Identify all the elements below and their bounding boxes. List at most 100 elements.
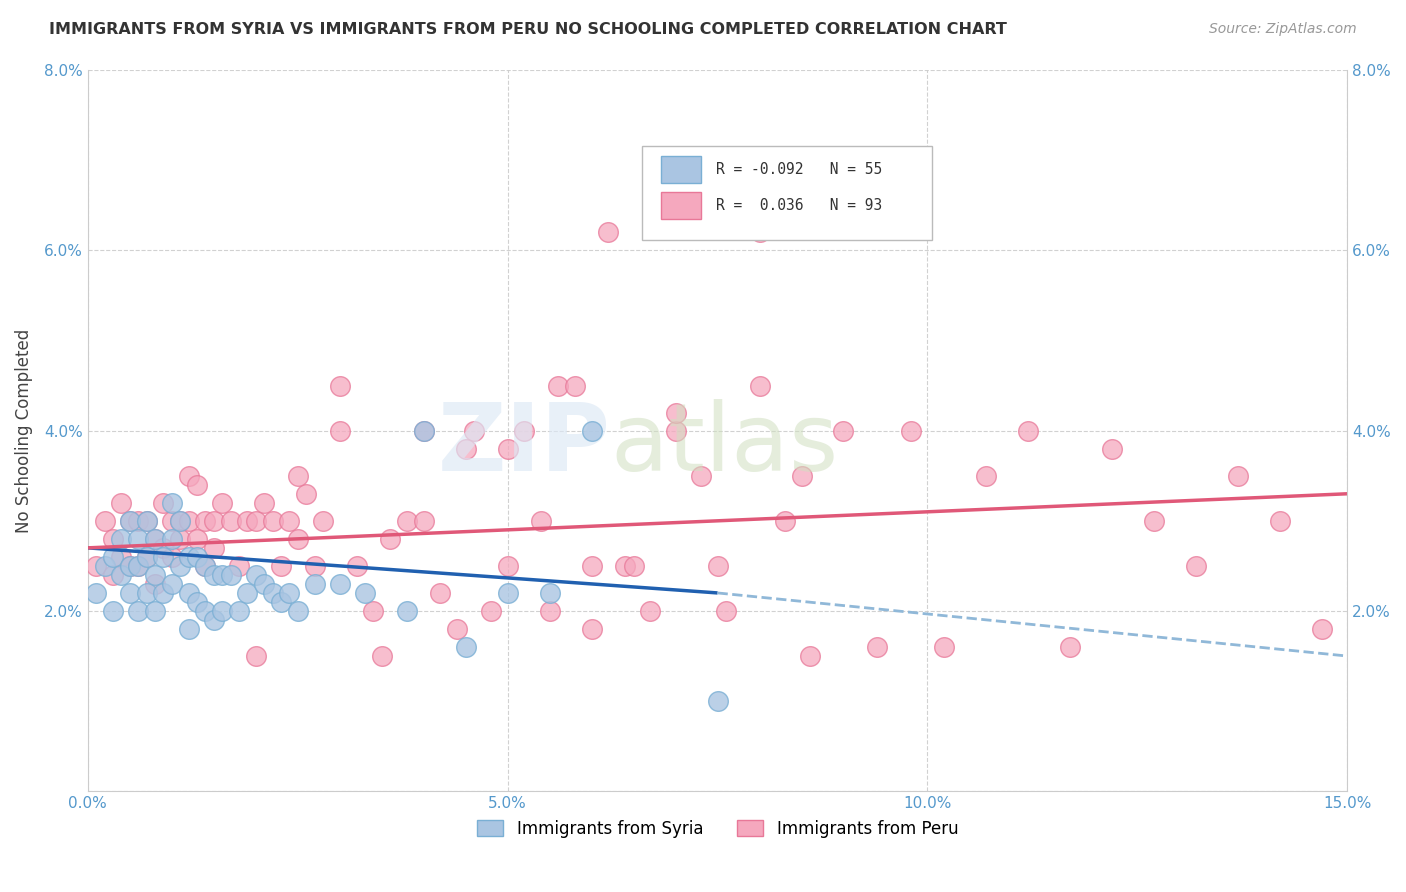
Point: [346, 558, 368, 573]
Point: [110, 532, 132, 546]
Point: [177, 586, 200, 600]
Point: [177, 514, 200, 528]
Text: ZIP: ZIP: [437, 399, 610, 491]
Point: [312, 514, 335, 528]
Point: [304, 558, 326, 573]
Point: [598, 225, 620, 239]
Point: [270, 558, 292, 573]
Point: [395, 514, 418, 528]
Point: [748, 378, 770, 392]
Point: [118, 558, 141, 573]
Point: [454, 640, 477, 654]
Point: [101, 604, 124, 618]
Point: [135, 514, 157, 528]
Point: [118, 586, 141, 600]
Bar: [661, 192, 702, 219]
Point: [194, 558, 217, 573]
Point: [866, 640, 889, 654]
Legend: Immigrants from Syria, Immigrants from Peru: Immigrants from Syria, Immigrants from P…: [470, 813, 965, 844]
Point: [160, 496, 183, 510]
Point: [1017, 424, 1039, 438]
Point: [202, 568, 225, 582]
Point: [202, 514, 225, 528]
Point: [211, 496, 233, 510]
Point: [152, 586, 174, 600]
Point: [219, 514, 242, 528]
Point: [623, 558, 645, 573]
Point: [118, 558, 141, 573]
Point: [706, 694, 728, 708]
Point: [496, 558, 519, 573]
Point: [581, 622, 603, 636]
Point: [1227, 468, 1250, 483]
Point: [93, 558, 115, 573]
Point: [93, 514, 115, 528]
Point: [378, 532, 401, 546]
Point: [202, 613, 225, 627]
Bar: [661, 156, 702, 183]
Text: R =  0.036   N = 93: R = 0.036 N = 93: [716, 198, 883, 213]
Point: [1310, 622, 1333, 636]
Point: [160, 532, 183, 546]
Point: [143, 568, 166, 582]
Point: [194, 558, 217, 573]
Point: [1101, 442, 1123, 456]
Point: [538, 604, 561, 618]
Point: [614, 558, 637, 573]
Point: [152, 549, 174, 564]
Point: [135, 586, 157, 600]
Point: [110, 549, 132, 564]
Point: [194, 514, 217, 528]
Point: [454, 442, 477, 456]
Point: [714, 604, 737, 618]
Point: [564, 378, 586, 392]
Point: [304, 577, 326, 591]
Point: [496, 442, 519, 456]
Point: [228, 558, 250, 573]
Point: [219, 568, 242, 582]
Point: [84, 586, 107, 600]
Point: [581, 424, 603, 438]
Point: [773, 514, 796, 528]
Point: [581, 558, 603, 573]
Point: [127, 514, 149, 528]
Point: [429, 586, 451, 600]
Point: [211, 604, 233, 618]
Point: [152, 541, 174, 555]
Point: [1143, 514, 1166, 528]
Point: [446, 622, 468, 636]
Point: [101, 532, 124, 546]
Point: [262, 514, 284, 528]
Point: [530, 514, 553, 528]
Point: [194, 604, 217, 618]
Point: [974, 468, 997, 483]
Point: [152, 496, 174, 510]
Point: [118, 514, 141, 528]
Point: [236, 514, 259, 528]
Point: [253, 577, 276, 591]
Point: [186, 595, 208, 609]
Text: atlas: atlas: [610, 399, 839, 491]
Point: [169, 532, 191, 546]
Point: [177, 622, 200, 636]
Point: [169, 514, 191, 528]
Point: [748, 225, 770, 239]
Point: [202, 541, 225, 555]
FancyBboxPatch shape: [643, 145, 932, 240]
Point: [118, 514, 141, 528]
Point: [412, 424, 434, 438]
Point: [245, 568, 267, 582]
Point: [479, 604, 502, 618]
Point: [160, 514, 183, 528]
Point: [278, 586, 301, 600]
Point: [135, 549, 157, 564]
Point: [177, 468, 200, 483]
Point: [664, 424, 686, 438]
Point: [790, 468, 813, 483]
Point: [169, 558, 191, 573]
Point: [329, 378, 352, 392]
Point: [547, 378, 569, 392]
Y-axis label: No Schooling Completed: No Schooling Completed: [15, 328, 32, 533]
Point: [135, 514, 157, 528]
Point: [169, 514, 191, 528]
